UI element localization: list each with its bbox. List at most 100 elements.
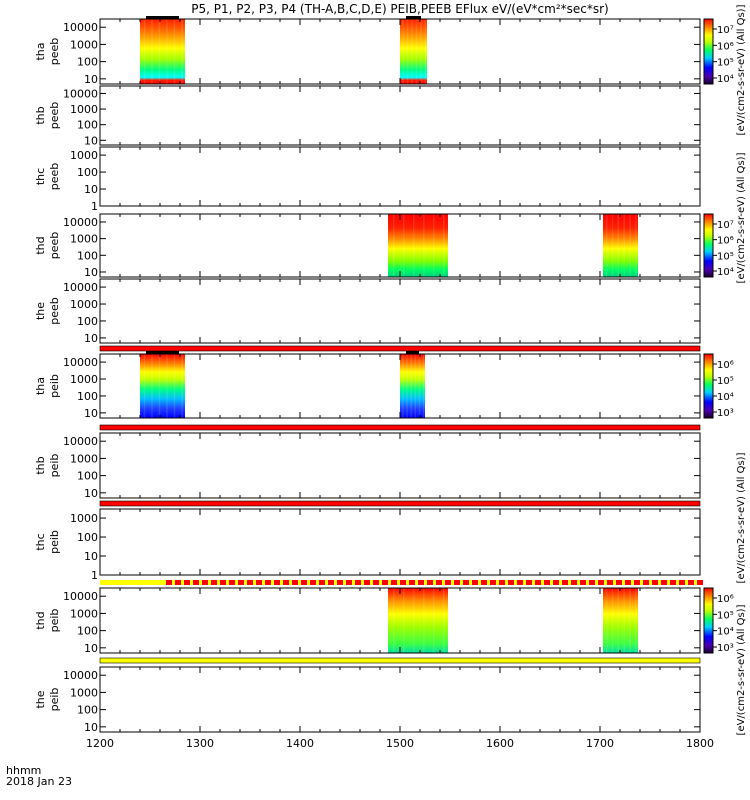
mode-segment [463,580,469,585]
texture-stripe [393,588,395,653]
mode-segment [382,580,388,585]
texture-stripe [423,588,425,653]
mode-segment [337,580,343,585]
y-tick-label: 1000 [70,373,98,386]
spectrogram-block [400,19,427,84]
y-tick-label: 1000 [70,607,98,620]
texture-stripe [617,214,620,277]
mode-segment [211,580,217,585]
texture-stripe [173,354,176,418]
panel-tha-peeb: 10000 1000 100 10 tha peeb [34,16,701,86]
mode-segment [616,580,622,585]
colorbar-ramp [703,587,714,654]
mode-segment [454,580,460,585]
colorbar-tick-label: 10⁴ [717,74,734,85]
y-tick-label: 1000 [70,38,98,51]
y-tick-label: 1000 [70,233,98,246]
texture-stripe [403,588,405,653]
y-tick-label: 10000 [63,669,98,682]
texture-stripe [433,214,435,277]
colorbar-tick-label: 10⁵ [717,610,734,621]
y-tick-label: 10 [84,332,98,345]
mode-segment [175,580,181,585]
texture-stripe [413,588,415,653]
panel-probe-label: the [34,690,47,708]
colorbar-tick-label: 10⁴ [717,627,734,638]
y-tick-label: 10 [84,642,98,655]
texture-stripe [443,588,445,653]
mode-segment [418,580,424,585]
mode-segment [517,580,523,585]
texture-stripe [151,19,153,84]
mode-segment [193,580,199,585]
y-tick-label: 10 [84,487,98,500]
y-tick-label: 10 [84,183,98,196]
texture-stripe [143,354,146,418]
texture-stripe [410,354,412,418]
y-tick-label: 100 [77,704,98,717]
y-tick-label: 100 [77,56,98,69]
panel-product-label: peib [48,609,61,633]
panel-thb-peeb: 10000 1000 100 10 thb peeb [34,85,701,147]
colorbar-tick-label: 10⁶ [717,594,734,605]
panel-the-peeb: 10000 1000 100 10 the peeb [34,278,701,345]
mode-segment [364,580,370,585]
texture-stripe [443,214,445,277]
mode-segment [598,580,604,585]
panel-thb-peib: 10000 1000 100 10 thb peib [34,432,701,500]
panel-probe-label: thc [34,533,47,550]
mode-segment [247,580,253,585]
y-tick-label: 10 [84,407,98,420]
y-tick-label: 10000 [63,216,98,229]
flag-marker [406,16,421,19]
texture-stripe [158,19,161,84]
panel-probe-label: thd [34,611,47,629]
x-tick-label: 1200 [86,737,114,750]
panel-probe-label: thb [34,106,47,124]
colorbar-title: [eV/(cm2-s-sr-eV) (All Qs)] [736,604,747,735]
colorbar-tick-label: 10⁵ [717,251,734,262]
texture-stripe [402,19,404,84]
panel-probe-label: tha [34,377,47,395]
panel-product-label: peeb [48,102,61,130]
y-tick-label: 100 [77,470,98,483]
mode-segment [436,580,442,585]
mode-segment [589,580,595,585]
flag-marker [146,351,179,354]
texture-stripe [611,214,614,277]
mode-segment [508,580,514,585]
spectrogram-block [140,19,185,84]
mode-segment [499,580,505,585]
texture-stripe [406,354,408,418]
y-tick-label: 10 [84,73,98,86]
time-axis-label: hhmm [6,764,41,777]
mode-bar [99,424,701,431]
panel-product-label: peeb [48,163,61,191]
panel-product-label: peib [48,688,61,712]
y-tick-label: 10000 [63,356,98,369]
mode-segment [265,580,271,585]
y-tick-label: 100 [77,390,98,403]
y-tick-label: 1000 [70,452,98,465]
mode-segment [220,580,226,585]
y-tick-label: 100 [77,249,98,262]
mode-segment [652,580,658,585]
mode-segment [355,580,361,585]
panel-product-label: peeb [48,232,61,260]
panel-frame [99,508,701,576]
mode-segment [553,580,559,585]
colorbar-tick-label: 10⁷ [717,25,734,36]
x-tick-label: 1300 [186,737,214,750]
panel-frame [99,85,701,146]
texture-stripe [605,214,608,277]
texture-stripe [629,214,631,277]
mode-segment [481,580,487,585]
mode-segment [229,580,235,585]
colorbar-thd-peeb: 10⁷ 10⁶ 10⁵ 10⁴ [703,213,734,278]
mode-segment [526,580,532,585]
mode-segment [238,580,244,585]
panel-product-label: peeb [48,38,61,66]
flag-marker [406,351,419,354]
mode-segment [400,580,406,585]
